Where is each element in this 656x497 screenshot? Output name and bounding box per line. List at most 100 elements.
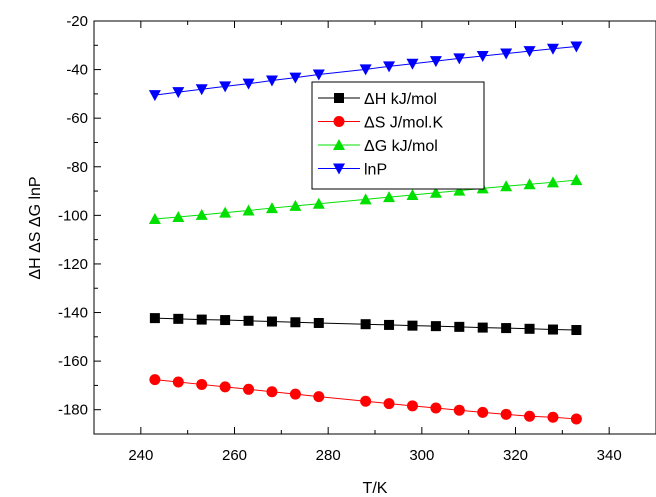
data-point	[383, 191, 396, 203]
data-point	[430, 321, 441, 332]
data-point	[195, 84, 208, 96]
y-tick-label: -100	[58, 207, 88, 224]
legend-entry: ΔG kJ/mol	[318, 138, 438, 155]
data-point	[406, 400, 418, 412]
data-point	[149, 313, 160, 324]
axis-ticks	[93, 20, 656, 435]
data-point	[242, 78, 255, 90]
data-point	[454, 321, 465, 332]
y-tick-label: -80	[66, 159, 88, 176]
data-point	[383, 398, 395, 410]
data-point	[477, 322, 488, 333]
data-point	[406, 188, 419, 200]
data-point	[501, 323, 512, 334]
x-tick-label: 280	[316, 447, 341, 464]
y-tick-label: -60	[66, 110, 88, 127]
data-point	[407, 320, 418, 331]
data-point	[360, 395, 372, 407]
x-tick-label: 340	[597, 447, 622, 464]
legend-label: ΔH kJ/mol	[364, 91, 437, 108]
data-point	[172, 211, 185, 223]
legend-entry: lnP	[318, 162, 387, 179]
y-tick-label: -160	[58, 353, 88, 370]
data-point	[476, 50, 489, 62]
data-point	[196, 378, 208, 390]
data-point	[500, 408, 512, 420]
data-point	[430, 402, 442, 414]
data-point	[547, 411, 559, 423]
y-tick-label: -40	[66, 62, 88, 79]
data-point	[289, 199, 302, 211]
data-point	[453, 184, 466, 196]
data-point	[312, 69, 325, 81]
legend-label: ΔG kJ/mol	[364, 138, 438, 155]
data-point	[172, 87, 185, 99]
data-point	[289, 72, 302, 84]
data-point	[220, 315, 231, 326]
tick-labels: 240 260 280 300 320 340 -180 -160 -140 -120 -100 -8…	[58, 13, 622, 464]
data-point	[570, 41, 583, 53]
data-point	[500, 180, 513, 192]
data-point	[313, 317, 324, 328]
data-point	[313, 391, 325, 403]
x-tick-label: 320	[503, 447, 528, 464]
data-point	[383, 61, 396, 73]
data-point	[524, 323, 535, 334]
data-point	[148, 212, 161, 224]
data-point	[243, 383, 255, 395]
data-point	[219, 81, 232, 93]
data-point	[196, 314, 207, 325]
data-point	[547, 324, 558, 335]
data-point	[359, 64, 372, 76]
data-point	[429, 56, 442, 68]
series-1	[149, 374, 582, 425]
x-tick-label: 300	[409, 447, 434, 464]
y-tick-label: -140	[58, 305, 88, 322]
data-point	[266, 386, 278, 398]
y-tick-label: -20	[66, 13, 88, 30]
series-line	[154, 179, 577, 220]
data-point	[242, 204, 255, 216]
data-point	[477, 406, 489, 418]
data-point	[265, 75, 278, 87]
data-point	[453, 404, 465, 416]
series-3	[148, 41, 583, 102]
data-point	[546, 43, 559, 55]
y-tick-label: -120	[58, 256, 88, 273]
data-point	[219, 381, 231, 393]
legend-label: ΔS J/mol.K	[364, 115, 443, 132]
data-point	[523, 178, 536, 190]
data-point	[312, 197, 325, 209]
data-point	[384, 319, 395, 330]
y-axis-title: ΔH ΔS ΔG lnP	[27, 176, 44, 279]
series-line	[154, 46, 577, 96]
data-point	[265, 202, 278, 214]
legend-marker	[333, 139, 345, 150]
data-point	[289, 388, 301, 400]
y-tick-label: -180	[58, 402, 88, 419]
data-point	[500, 48, 513, 60]
data-point	[546, 176, 559, 188]
x-axis-title: T/K	[363, 480, 388, 497]
x-tick-label: 260	[222, 447, 247, 464]
data-point	[219, 206, 232, 218]
legend: ΔH kJ/mol ΔS J/mol.K ΔG kJ/mol lnP	[311, 81, 485, 190]
legend-marker	[333, 116, 345, 127]
data-point	[359, 193, 372, 205]
legend-marker	[333, 163, 345, 175]
data-point	[570, 174, 583, 186]
legend-marker	[334, 93, 344, 103]
legend-entry: ΔS J/mol.K	[318, 115, 443, 132]
data-point	[571, 325, 582, 336]
legend-entry: ΔH kJ/mol	[318, 91, 437, 108]
data-point	[523, 46, 536, 58]
data-point	[570, 413, 582, 425]
series-layer	[148, 41, 583, 425]
data-point	[149, 374, 161, 386]
data-point	[173, 313, 184, 324]
data-point	[195, 208, 208, 220]
series-0	[149, 313, 582, 336]
series-2	[148, 174, 583, 224]
x-tick-label: 240	[128, 447, 153, 464]
